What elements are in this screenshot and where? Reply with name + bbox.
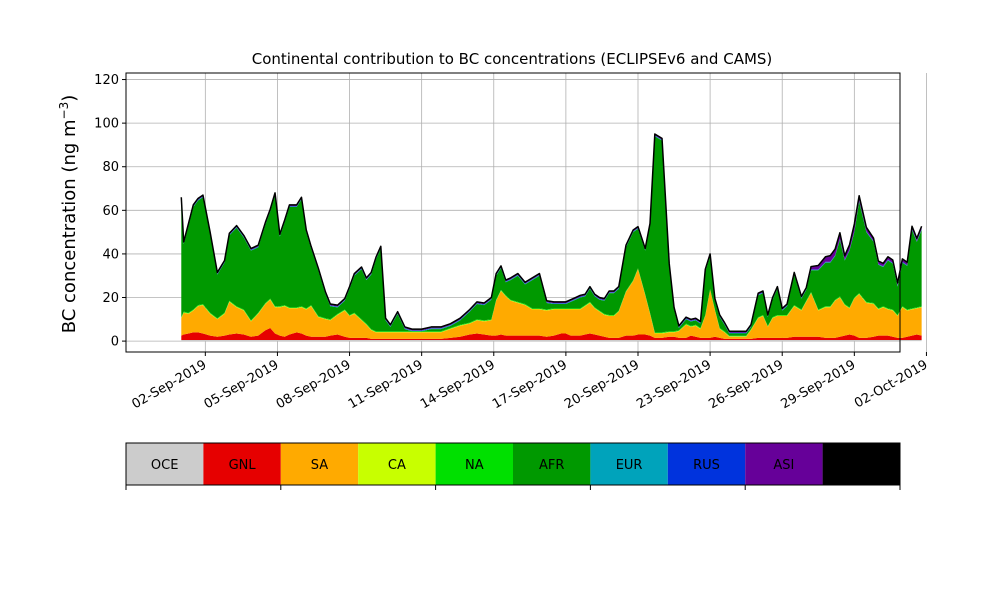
y-tick-label: 0	[111, 335, 119, 350]
y-tick-label: 40	[102, 247, 119, 262]
y-tick-label: 60	[102, 204, 119, 219]
x-tick-label: 20-Sep-2019	[562, 357, 642, 412]
y-axis-label-superscript: −3	[57, 102, 71, 120]
x-tick-label: 02-Sep-2019	[129, 357, 209, 412]
y-tick-label: 100	[94, 117, 119, 132]
legend-label-oce: OCE	[151, 458, 179, 473]
legend: OCE GNL SA CA NA AFR EUR RUS ASI AUS	[125, 442, 901, 490]
total-outline	[180, 133, 923, 333]
y-axis-label-close: )	[59, 95, 80, 102]
legend-swatch-asi	[745, 443, 823, 485]
legend-label-gnl: GNL	[229, 458, 257, 473]
legend-label-ca: CA	[388, 458, 406, 473]
chart-title: Continental contribution to BC concentra…	[252, 50, 773, 68]
y-axis-label-main: BC concentration (ng m	[59, 119, 80, 333]
y-tick-label: 80	[102, 160, 119, 175]
legend-swatch-oce	[126, 443, 204, 485]
legend-label-eur: EUR	[616, 458, 643, 473]
x-axis: 02-Sep-201905-Sep-201908-Sep-201911-Sep-…	[129, 352, 930, 412]
area-series-sa	[181, 269, 922, 339]
x-tick-label: 14-Sep-2019	[418, 357, 498, 412]
legend-swatch-rus	[667, 443, 746, 485]
legend-swatch-sa	[280, 443, 359, 485]
legend-label-sa: SA	[311, 458, 328, 473]
x-tick-label: 05-Sep-2019	[202, 357, 282, 412]
y-tick-label: 20	[102, 291, 119, 306]
legend-swatch-aus	[822, 443, 900, 485]
y-axis: 0 20 40 60 80 100 120	[94, 73, 126, 350]
y-tick-label: 120	[94, 73, 119, 88]
legend-label-afr: AFR	[539, 458, 564, 473]
x-tick-label: 17-Sep-2019	[490, 357, 570, 412]
legend-swatch-afr	[513, 443, 591, 485]
legend-swatch-eur	[590, 443, 668, 485]
total-line	[180, 133, 923, 333]
legend-label-rus: RUS	[693, 458, 720, 473]
area-series-afr	[181, 136, 922, 336]
x-tick-label: 08-Sep-2019	[274, 357, 354, 412]
legend-swatch-ca	[358, 443, 436, 485]
x-tick-label: 02-Oct-2019	[852, 357, 930, 411]
legend-swatch-na	[435, 443, 513, 485]
y-axis-label: BC concentration (ng m−3)	[57, 95, 80, 334]
x-tick-label: 23-Sep-2019	[634, 357, 714, 412]
x-tick-label: 26-Sep-2019	[706, 357, 786, 412]
x-tick-label: 11-Sep-2019	[346, 357, 426, 412]
area-series-gnl	[181, 328, 922, 341]
legend-frame	[125, 442, 901, 486]
x-tick-label: 29-Sep-2019	[779, 357, 859, 412]
stacked-areas	[181, 134, 922, 342]
legend-label-na: NA	[465, 458, 484, 473]
legend-label-asi: ASI	[773, 458, 794, 473]
area-series-oce	[181, 340, 922, 342]
legend-swatch-gnl	[203, 443, 281, 485]
legend-label-aus: AUS	[848, 458, 875, 473]
plot-frame	[125, 72, 901, 353]
